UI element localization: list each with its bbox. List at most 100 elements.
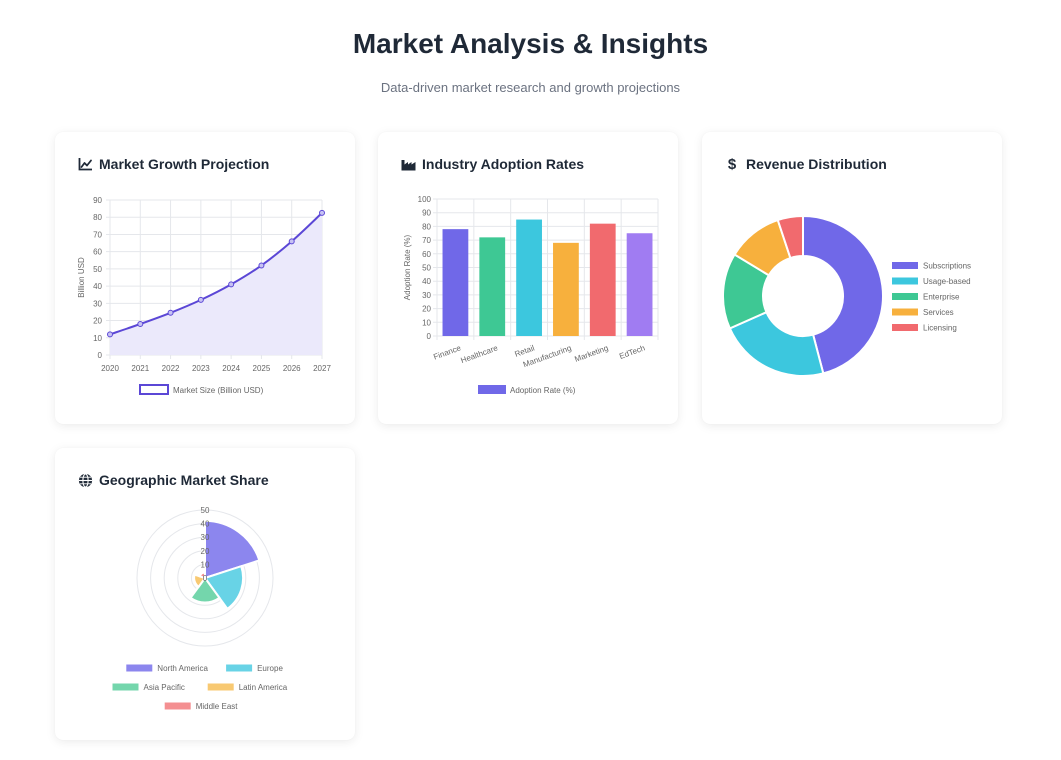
y-tick-label: 80: [422, 222, 431, 231]
dollar-icon: $: [727, 155, 737, 173]
legend-label: Enterprise: [923, 293, 960, 302]
legend-label: Market Size (Billion USD): [173, 386, 264, 395]
x-tick-label: 2026: [283, 364, 301, 373]
y-tick-label: 20: [422, 305, 431, 314]
x-tick-label: Healthcare: [460, 343, 500, 365]
x-tick-label: 2023: [192, 364, 210, 373]
y-axis-label: Billion USD: [77, 257, 86, 298]
revenue-distribution-title: $ Revenue Distribution: [724, 155, 887, 173]
y-tick-label: 70: [93, 230, 102, 239]
bar: [516, 219, 542, 336]
y-axis-label: Adoption Rate (%): [403, 234, 412, 300]
data-point: [167, 309, 174, 316]
y-tick-label: 30: [93, 299, 102, 308]
legend-label: Subscriptions: [923, 262, 971, 271]
market-growth-card: Market Growth Projection 0 10 20 30 40 50 60 70…: [55, 132, 355, 424]
data-point: [228, 281, 235, 288]
radial-tick-label: 20: [201, 547, 210, 556]
y-tick-label: 30: [422, 291, 431, 300]
y-tick-label: 20: [93, 317, 102, 326]
data-point: [319, 209, 325, 216]
bar: [589, 223, 616, 336]
revenue-distribution-card: $ Revenue Distribution Subscriptions Usag…: [702, 132, 1002, 424]
industry-adoption-title-text: Industry Adoption Rates: [422, 156, 585, 172]
radial-tick-label: 0: [203, 574, 208, 583]
bar: [626, 233, 653, 336]
geographic-share-chart: 0 10 20 30 40 50 North America Europe Asia Pacif…: [112, 506, 288, 711]
legend-swatch: [207, 683, 234, 691]
market-growth-title: Market Growth Projection: [77, 156, 269, 172]
donut-slice: [776, 214, 804, 260]
revenue-distribution-chart: Subscriptions Usage-based Enterprise Servic…: [722, 214, 971, 377]
legend-label: Services: [923, 308, 954, 317]
y-tick-label: 50: [422, 264, 431, 273]
polar-segment: [189, 576, 221, 604]
legend-swatch: [892, 324, 918, 331]
data-point: [197, 296, 204, 303]
polar-segment: [203, 564, 245, 611]
donut-slice: [802, 214, 884, 375]
y-tick-label: 0: [98, 351, 103, 360]
market-growth-title-text: Market Growth Projection: [99, 156, 270, 172]
x-tick-label: 2020: [101, 364, 119, 373]
data-point: [258, 262, 265, 269]
y-tick-label: 60: [93, 248, 102, 257]
legend-label: Latin America: [239, 683, 288, 692]
y-tick-label: 90: [93, 196, 102, 205]
legend-swatch: [126, 664, 153, 672]
legend-swatch: [226, 664, 253, 672]
y-tick-label: 10: [93, 334, 102, 343]
radial-tick-label: 50: [201, 506, 210, 515]
radial-tick-label: 30: [201, 533, 210, 542]
legend-swatch: [892, 293, 918, 300]
market-growth-chart: 0 10 20 30 40 50 60 70 80 90 2020 2021 2022 2023 2024 2…: [77, 196, 331, 395]
y-tick-label: 40: [422, 277, 431, 286]
y-tick-label: 70: [422, 236, 431, 245]
legend-swatch: [112, 683, 139, 691]
y-tick-label: 100: [418, 195, 432, 204]
data-point: [107, 331, 113, 338]
legend-label: Asia Pacific: [144, 683, 185, 692]
bar: [442, 229, 469, 336]
donut-slice: [728, 310, 825, 377]
legend-swatch: [892, 262, 918, 269]
legend-label: Usage-based: [923, 277, 971, 286]
bar: [479, 237, 506, 336]
revenue-distribution-title-text: Revenue Distribution: [746, 156, 887, 172]
polar-segment: [204, 519, 261, 580]
x-tick-label: 2022: [162, 364, 180, 373]
x-tick-label: 2025: [253, 364, 271, 373]
radial-tick-label: 40: [201, 520, 210, 529]
industry-adoption-card: Industry Adoption Rates 0 10 20 30 40 50 60 70 8…: [378, 132, 678, 424]
legend-swatch: [139, 384, 169, 395]
industry-adoption-chart: 0 10 20 30 40 50 60 70 80 90 100 Adoption Rate (%) F…: [403, 195, 659, 395]
area-fill: [110, 212, 322, 355]
legend-label: Licensing: [923, 324, 957, 333]
x-tick-label: Marketing: [573, 343, 609, 363]
page-subtitle: Data-driven market research and growth p…: [380, 80, 681, 95]
radial-tick-label: 10: [201, 560, 210, 569]
legend-label: Adoption Rate (%): [510, 386, 576, 395]
geographic-share-title-text: Geographic Market Share: [99, 472, 269, 488]
page-title: Market Analysis & Insights: [352, 28, 709, 59]
y-tick-label: 60: [422, 250, 431, 259]
x-tick-label: 2024: [222, 364, 240, 373]
factory-icon: [400, 156, 416, 172]
polar-segment: [198, 571, 206, 580]
legend-label: Middle East: [196, 702, 239, 711]
line-chart-icon: [77, 156, 93, 172]
geographic-share-card: Geographic Market Share 0 10 20 30 40 50 North…: [55, 448, 355, 740]
legend-swatch: [892, 277, 918, 285]
geographic-share-title: Geographic Market Share: [77, 472, 269, 488]
y-tick-label: 80: [93, 213, 102, 222]
x-tick-label: 2021: [131, 364, 149, 373]
y-tick-label: 50: [93, 265, 102, 274]
legend-swatch: [892, 308, 918, 316]
y-tick-label: 0: [427, 332, 432, 341]
data-point: [137, 321, 144, 327]
y-tick-label: 90: [422, 209, 431, 218]
radial-gridline: [136, 509, 274, 647]
x-tick-label: Finance: [432, 343, 462, 361]
legend-label: North America: [157, 664, 208, 673]
y-tick-label: 40: [93, 282, 102, 291]
